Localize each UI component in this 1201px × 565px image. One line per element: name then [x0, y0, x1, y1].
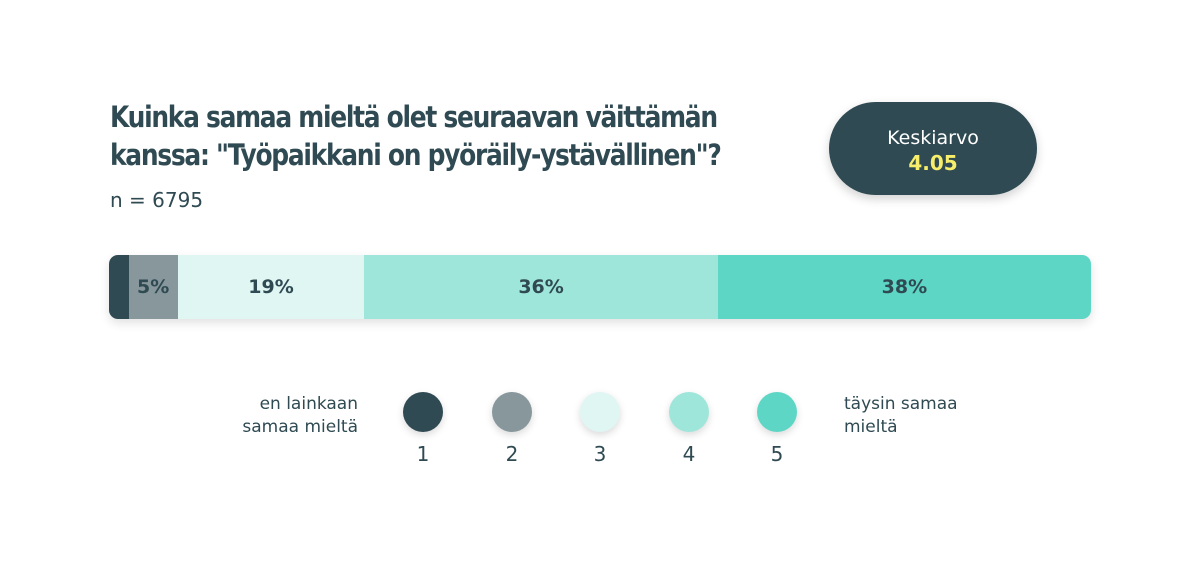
legend-number-2: 2 [505, 442, 519, 466]
bar-segment-4: 36% [364, 255, 718, 319]
legend-number-5: 5 [770, 442, 784, 466]
legend-dot-1 [403, 392, 443, 432]
bar-segment-2: 5% [128, 255, 178, 319]
stacked-bar: 5% 19% 36% 38% [109, 255, 1091, 319]
bar-segment-3: 19% [177, 255, 365, 319]
chart-title-line-2: kanssa: "Työpaikkani on pyöräily-ystäväl… [110, 138, 722, 172]
chart-title-line-1: Kuinka samaa mieltä olet seuraavan väitt… [110, 100, 718, 134]
bar-label-4: 36% [518, 276, 564, 298]
legend-max-line-1: täysin samaa [844, 394, 958, 414]
legend-max-label: täysin samaa mieltä [844, 393, 958, 439]
legend-number-4: 4 [682, 442, 696, 466]
bar-segment-5: 38% [717, 255, 1091, 319]
legend-max-line-2: mieltä [844, 417, 898, 437]
bar-label-5: 38% [881, 276, 928, 298]
legend-min-line-1: en lainkaan [259, 394, 358, 414]
average-value: 4.05 [908, 151, 958, 175]
legend-min-label: en lainkaan samaa mieltä [242, 393, 358, 439]
legend-dot-5 [757, 392, 797, 432]
bar-label-3: 19% [248, 276, 294, 298]
legend-dot-2 [492, 392, 532, 432]
bar-segment-1 [109, 255, 129, 319]
average-label: Keskiarvo [887, 127, 979, 149]
legend-number-3: 3 [593, 442, 607, 466]
bar-label-2: 5% [137, 276, 170, 298]
chart-title: Kuinka samaa mieltä olet seuraavan väitt… [110, 98, 722, 174]
sample-size: n = 6795 [110, 188, 204, 212]
average-badge: Keskiarvo 4.05 [829, 102, 1037, 195]
legend-dot-3 [580, 392, 620, 432]
legend-number-1: 1 [416, 442, 430, 466]
legend-dot-4 [669, 392, 709, 432]
legend-min-line-2: samaa mieltä [242, 417, 358, 437]
